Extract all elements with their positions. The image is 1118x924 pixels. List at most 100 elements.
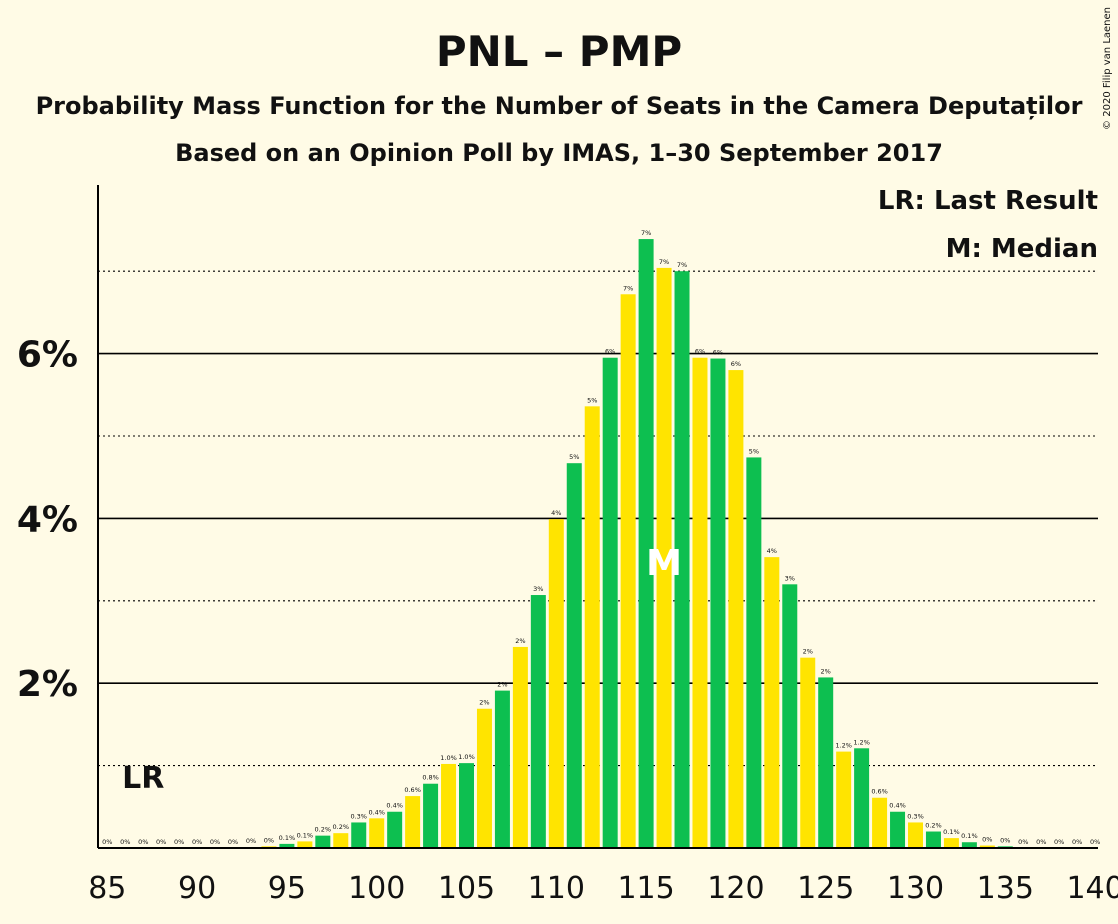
bar-seat-110 xyxy=(548,519,564,848)
bar-seat-124 xyxy=(800,657,816,848)
bar-label-126: 1.2% xyxy=(835,742,852,750)
bar-seat-114 xyxy=(620,294,636,849)
bar-label-113: 6% xyxy=(605,348,615,356)
bar-label-91: 0% xyxy=(210,838,220,846)
bar-label-134: 0% xyxy=(982,836,992,844)
bar-seat-105 xyxy=(459,763,474,848)
median-marker: M xyxy=(646,543,682,584)
chart-title: PNL – PMP xyxy=(436,27,682,76)
bar-label-136: 0% xyxy=(1018,838,1028,846)
x-tick-label-135: 135 xyxy=(977,871,1034,906)
bar-seat-96 xyxy=(297,841,313,848)
bar-seat-107 xyxy=(494,690,510,848)
bar-label-108: 2% xyxy=(515,637,525,645)
bar-label-104: 1.0% xyxy=(440,754,457,762)
y-tick-label-4pct: 4% xyxy=(17,499,78,540)
bar-seat-100 xyxy=(369,818,385,848)
bar-label-121: 5% xyxy=(749,447,759,455)
bar-label-111: 5% xyxy=(569,453,579,461)
bar-label-89: 0% xyxy=(174,838,184,846)
x-tick-label-85: 85 xyxy=(88,871,126,906)
bar-seat-108 xyxy=(512,646,528,848)
bar-label-139: 0% xyxy=(1072,838,1082,846)
bar-label-118: 6% xyxy=(695,348,705,356)
chart-subtitle-2: Based on an Opinion Poll by IMAS, 1–30 S… xyxy=(175,139,943,167)
y-tick-label-6pct: 6% xyxy=(17,335,78,376)
bar-seat-111 xyxy=(566,463,582,848)
x-tick-label-120: 120 xyxy=(707,871,764,906)
x-tick-label-140: 140 xyxy=(1066,871,1118,906)
bar-seat-102 xyxy=(405,796,421,848)
bar-label-107: 2% xyxy=(497,681,507,689)
bar-label-110: 4% xyxy=(551,509,561,517)
legend-median: M: Median xyxy=(946,234,1098,264)
bar-label-138: 0% xyxy=(1054,838,1064,846)
bar-label-123: 3% xyxy=(785,574,795,582)
bar-label-90: 0% xyxy=(192,838,202,846)
bar-seat-104 xyxy=(441,763,457,848)
bar-seat-125 xyxy=(818,677,834,848)
bar-label-88: 0% xyxy=(156,838,166,846)
bar-seat-118 xyxy=(692,357,708,848)
bar-seat-127 xyxy=(854,748,870,848)
bar-seat-126 xyxy=(836,751,852,848)
x-tick-label-110: 110 xyxy=(528,871,585,906)
bar-label-130: 0.3% xyxy=(907,812,924,820)
bar-label-102: 0.6% xyxy=(404,786,421,794)
bar-seat-133 xyxy=(961,842,977,848)
bar-label-109: 3% xyxy=(533,585,543,593)
copyright: © 2020 Filip van Laenen xyxy=(1102,7,1113,130)
bar-label-92: 0% xyxy=(228,838,238,846)
bar-label-119: 6% xyxy=(713,349,723,357)
bar-label-101: 0.4% xyxy=(386,802,403,810)
bar-seat-112 xyxy=(584,406,600,848)
bar-label-106: 2% xyxy=(479,699,489,707)
bar-seat-95 xyxy=(279,843,295,848)
bar-label-97: 0.2% xyxy=(315,826,332,834)
bar-label-100: 0.4% xyxy=(368,808,385,816)
bar-label-122: 4% xyxy=(767,547,777,555)
bar-seat-116 xyxy=(656,267,672,848)
x-tick-label-115: 115 xyxy=(617,871,674,906)
bar-seat-117 xyxy=(674,271,690,848)
bar-seat-109 xyxy=(530,595,546,848)
bar-label-140: 0% xyxy=(1090,838,1100,846)
bar-label-124: 2% xyxy=(803,648,813,656)
bar-label-131: 0.2% xyxy=(925,822,942,830)
bar-seat-121 xyxy=(746,457,762,848)
bar-seat-98 xyxy=(333,833,349,848)
bar-seat-131 xyxy=(925,831,941,848)
bar-label-98: 0.2% xyxy=(333,823,350,831)
bar-seat-129 xyxy=(890,811,906,848)
chart-subtitle-1: Probability Mass Function for the Number… xyxy=(36,92,1083,120)
bar-seat-99 xyxy=(351,822,367,848)
bar-label-87: 0% xyxy=(138,838,148,846)
x-tick-label-105: 105 xyxy=(438,871,495,906)
bar-label-115: 7% xyxy=(641,229,651,237)
bar-labels: 0% 0% 0% 0% 0% 0% 0% 0% 0% 0% 0.1% 0.1%0.2% 0.2%0.3%… xyxy=(102,229,1100,846)
last-result-marker: LR xyxy=(122,761,164,796)
bar-label-112: 5% xyxy=(587,396,597,404)
bar-label-96: 0.1% xyxy=(297,831,314,839)
bar-seat-120 xyxy=(728,370,744,848)
bar-label-94: 0% xyxy=(264,836,274,844)
bar-seat-97 xyxy=(315,835,331,848)
bar-label-105: 1.0% xyxy=(458,753,475,761)
bar-seat-106 xyxy=(476,708,492,848)
x-tick-label-100: 100 xyxy=(348,871,405,906)
bar-label-86: 0% xyxy=(120,838,130,846)
x-tick-label-125: 125 xyxy=(797,871,854,906)
y-tick-label-2pct: 2% xyxy=(17,664,78,705)
x-tick-label-130: 130 xyxy=(887,871,944,906)
bar-seat-113 xyxy=(602,357,618,848)
bar-seat-123 xyxy=(782,584,798,848)
bar-label-93: 0% xyxy=(246,837,256,845)
x-tick-label-95: 95 xyxy=(268,871,306,906)
bar-seat-103 xyxy=(423,783,439,848)
x-tick-label-90: 90 xyxy=(178,871,216,906)
bar-label-128: 0.6% xyxy=(871,788,888,796)
bar-seat-115 xyxy=(638,239,654,849)
bar-label-85: 0% xyxy=(102,838,112,846)
bar-label-120: 6% xyxy=(731,360,741,368)
